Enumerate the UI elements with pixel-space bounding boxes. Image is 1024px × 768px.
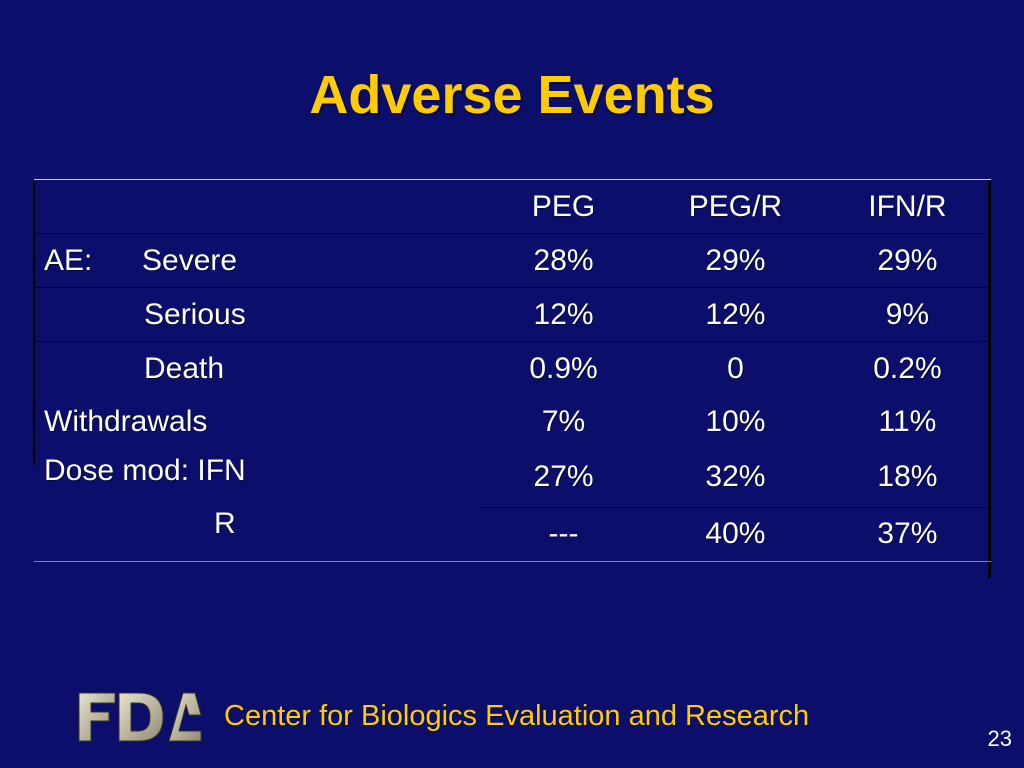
row-label-dose-mod-ifn: Dose mod: IFN bbox=[44, 454, 246, 487]
table-cell: 27% bbox=[480, 448, 647, 508]
table-cell: 28% bbox=[533, 243, 594, 277]
page-number: 23 bbox=[987, 726, 1012, 751]
table-cell: 12% bbox=[533, 297, 594, 331]
table-right-border bbox=[988, 180, 991, 578]
table-row: R --- 40% 37% bbox=[34, 507, 991, 562]
slide-title: Adverse Events bbox=[309, 65, 715, 125]
table-cell: 29% bbox=[877, 243, 938, 277]
table-cell: 11% bbox=[878, 404, 937, 438]
table-cell: 10% bbox=[705, 404, 766, 438]
table-cell: 0.2% bbox=[873, 351, 942, 385]
table-cell: 29% bbox=[705, 243, 766, 277]
table-row: Death 0.9% 0 0.2% bbox=[34, 341, 991, 396]
table-cell: --- bbox=[480, 507, 647, 562]
table-cell: 0.9% bbox=[529, 351, 598, 385]
table-cell: 12% bbox=[705, 297, 766, 331]
row-label-severe: AE: Severe bbox=[34, 234, 480, 288]
footer-text: Center for Biologics Evaluation and Rese… bbox=[224, 700, 810, 732]
table-cell: 9% bbox=[885, 297, 930, 331]
table-cell: 37% bbox=[823, 507, 991, 562]
header-ifn-r: IFN/R bbox=[868, 189, 947, 223]
table-row: Serious 12% 12% 9% bbox=[34, 287, 991, 342]
row-prefix-ae: AE: bbox=[44, 243, 93, 277]
header-peg: PEG bbox=[531, 189, 596, 223]
table-cell: 18% bbox=[823, 448, 991, 508]
table-cell: 40% bbox=[646, 507, 824, 562]
table-row: Dose mod: IFN 27% 32% 18% bbox=[34, 448, 991, 508]
table-left-border bbox=[33, 180, 35, 465]
table-cell: 7% bbox=[541, 404, 586, 438]
logo-f-shape bbox=[78, 692, 202, 742]
table-row: Withdrawals 7% 10% 11% bbox=[34, 395, 991, 448]
row-label-text: Severe bbox=[142, 243, 238, 277]
header-empty-cell bbox=[34, 180, 480, 234]
table-row: AE: Severe 28% 29% 29% bbox=[34, 233, 991, 288]
table-header-row: PEG PEG/R IFN/R bbox=[34, 179, 991, 234]
row-label-withdrawals: Withdrawals bbox=[44, 404, 208, 438]
row-label-serious: Serious bbox=[144, 297, 246, 331]
table-cell: 32% bbox=[646, 448, 824, 508]
table-cell: 0 bbox=[727, 351, 744, 385]
fda-logo bbox=[78, 692, 202, 742]
header-peg-r: PEG/R bbox=[688, 189, 783, 223]
row-label-death: Death bbox=[144, 351, 225, 385]
row-label-r: R bbox=[34, 507, 481, 562]
adverse-events-table: PEG PEG/R IFN/R AE: Severe 28% 29% 29% Se… bbox=[34, 179, 991, 562]
